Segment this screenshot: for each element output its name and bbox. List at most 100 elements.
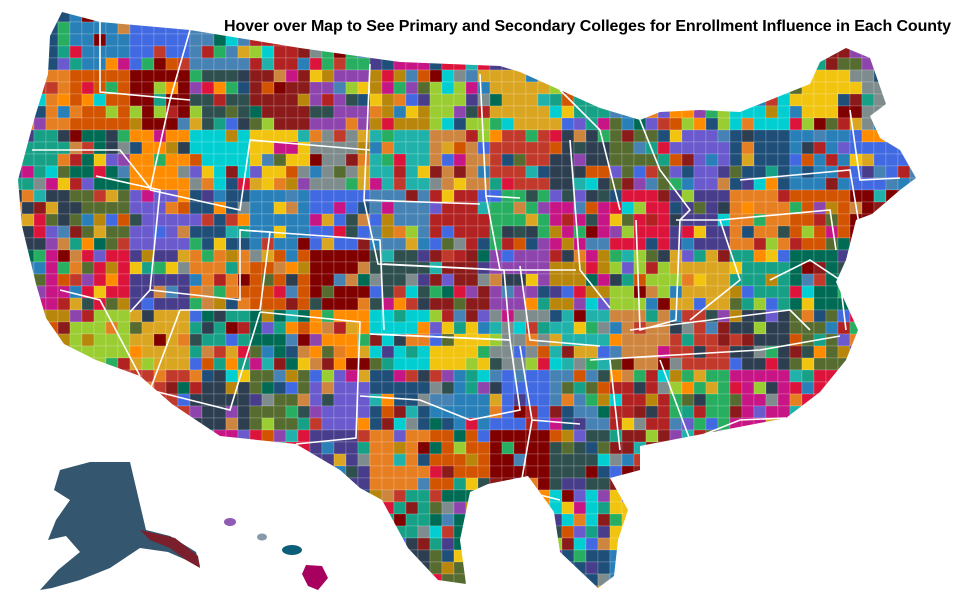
county[interactable] — [465, 369, 479, 383]
county[interactable] — [645, 249, 659, 263]
county[interactable] — [705, 105, 719, 119]
county[interactable] — [213, 261, 227, 275]
county[interactable] — [273, 285, 287, 299]
county[interactable] — [537, 393, 551, 407]
county[interactable] — [165, 405, 179, 419]
county[interactable] — [57, 153, 71, 167]
county[interactable] — [753, 33, 767, 47]
county[interactable] — [585, 69, 599, 83]
county[interactable] — [837, 405, 851, 419]
county[interactable] — [597, 237, 611, 251]
county[interactable] — [273, 141, 287, 155]
county[interactable] — [249, 477, 263, 491]
county[interactable] — [453, 117, 467, 131]
county[interactable] — [201, 453, 215, 467]
county[interactable] — [357, 10, 371, 23]
county[interactable] — [549, 177, 563, 191]
county[interactable] — [465, 309, 479, 323]
county[interactable] — [10, 249, 23, 263]
county[interactable] — [657, 69, 671, 83]
county[interactable] — [81, 141, 95, 155]
county[interactable] — [141, 237, 155, 251]
county[interactable] — [717, 69, 731, 83]
county[interactable] — [345, 57, 359, 71]
county[interactable] — [405, 525, 419, 539]
county[interactable] — [201, 513, 215, 527]
county[interactable] — [345, 549, 359, 563]
county[interactable] — [765, 453, 779, 467]
county[interactable] — [873, 429, 887, 443]
county[interactable] — [225, 501, 239, 515]
county[interactable] — [225, 477, 239, 491]
county[interactable] — [45, 165, 59, 179]
county[interactable] — [549, 129, 563, 143]
county[interactable] — [429, 81, 443, 95]
county[interactable] — [489, 33, 503, 47]
county[interactable] — [609, 513, 623, 527]
county[interactable] — [621, 573, 635, 587]
county[interactable] — [573, 405, 587, 419]
county[interactable] — [237, 429, 251, 443]
county[interactable] — [69, 201, 83, 215]
county[interactable] — [477, 357, 491, 371]
county[interactable] — [669, 477, 683, 491]
county[interactable] — [321, 441, 335, 455]
county[interactable] — [537, 537, 551, 551]
county[interactable] — [189, 513, 203, 527]
county[interactable] — [861, 237, 875, 251]
county[interactable] — [549, 429, 563, 443]
county[interactable] — [117, 585, 131, 598]
county[interactable] — [789, 369, 803, 383]
county[interactable] — [453, 57, 467, 71]
county[interactable] — [765, 381, 779, 395]
county[interactable] — [717, 93, 731, 107]
county[interactable] — [705, 417, 719, 431]
county[interactable] — [477, 21, 491, 35]
county[interactable] — [609, 249, 623, 263]
county[interactable] — [657, 549, 671, 563]
county[interactable] — [729, 69, 743, 83]
county[interactable] — [93, 189, 107, 203]
county[interactable] — [525, 69, 539, 83]
county[interactable] — [285, 69, 299, 83]
county[interactable] — [897, 273, 911, 287]
county[interactable] — [21, 405, 35, 419]
county[interactable] — [861, 141, 875, 155]
county[interactable] — [165, 297, 179, 311]
county[interactable] — [777, 561, 791, 575]
county[interactable] — [10, 69, 23, 83]
county[interactable] — [741, 21, 755, 35]
county[interactable] — [645, 237, 659, 251]
county[interactable] — [177, 321, 191, 335]
county[interactable] — [81, 585, 95, 598]
county[interactable] — [873, 297, 887, 311]
county[interactable] — [33, 405, 47, 419]
county[interactable] — [549, 441, 563, 455]
county[interactable] — [693, 81, 707, 95]
county[interactable] — [213, 165, 227, 179]
county[interactable] — [369, 45, 383, 59]
county[interactable] — [753, 441, 767, 455]
county[interactable] — [10, 453, 23, 467]
county[interactable] — [489, 357, 503, 371]
county[interactable] — [21, 573, 35, 587]
county[interactable] — [465, 273, 479, 287]
county[interactable] — [741, 561, 755, 575]
county[interactable] — [201, 129, 215, 143]
county[interactable] — [765, 237, 779, 251]
county[interactable] — [681, 21, 695, 35]
county[interactable] — [393, 489, 407, 503]
county[interactable] — [10, 93, 23, 107]
county[interactable] — [189, 369, 203, 383]
county[interactable] — [273, 249, 287, 263]
county[interactable] — [501, 153, 515, 167]
county[interactable] — [669, 441, 683, 455]
county[interactable] — [213, 477, 227, 491]
county[interactable] — [10, 525, 23, 539]
county[interactable] — [297, 261, 311, 275]
county[interactable] — [321, 177, 335, 191]
county[interactable] — [465, 81, 479, 95]
county[interactable] — [873, 21, 887, 35]
county[interactable] — [705, 537, 719, 551]
